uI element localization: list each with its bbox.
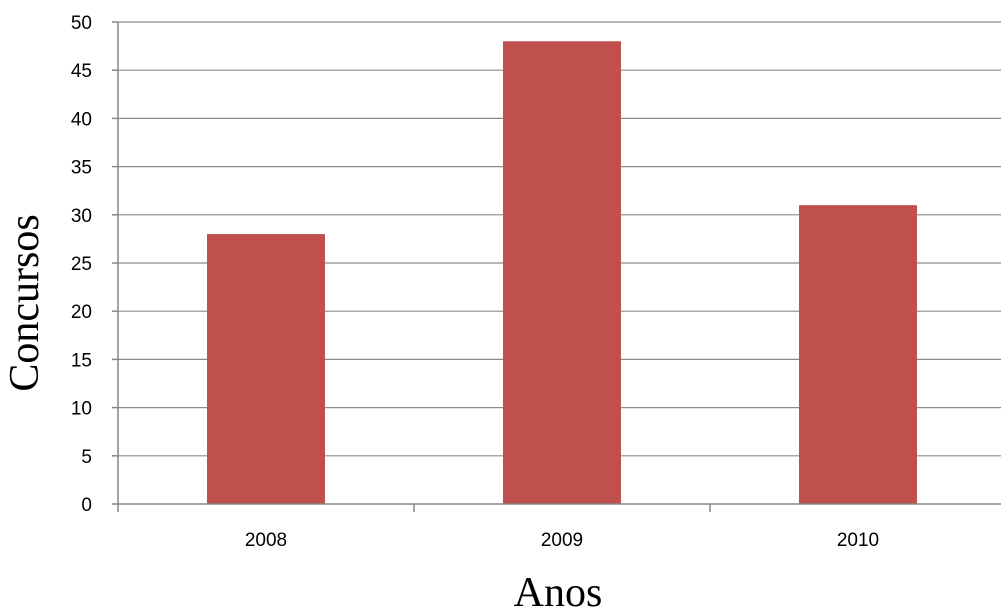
y-tick-label: 15	[71, 350, 92, 371]
y-axis-title: Concursos	[2, 214, 48, 391]
y-tick-label: 5	[81, 447, 92, 468]
y-tick-label: 25	[71, 254, 92, 275]
y-tick-labels: 0 5 10 15 20 25 30 35 40 45 50	[71, 13, 92, 516]
x-tick-label: 2009	[541, 530, 583, 551]
bar-2009	[503, 41, 621, 504]
bar-2010	[799, 205, 917, 504]
y-tick-label: 45	[71, 61, 92, 82]
y-tick-label: 20	[71, 302, 92, 323]
x-tick-labels: 2008 2009 2010	[245, 530, 879, 551]
y-tick-label: 0	[81, 495, 92, 516]
y-tick-label: 40	[71, 109, 92, 130]
x-axis-title: Anos	[514, 570, 603, 611]
y-tick-label: 30	[71, 206, 92, 227]
y-tick-label: 10	[71, 399, 92, 420]
y-tick-label: 35	[71, 158, 92, 179]
y-tick-label: 50	[71, 13, 92, 34]
x-tick-label: 2008	[245, 530, 287, 551]
bar-2008	[207, 234, 325, 504]
axes	[112, 21, 1001, 512]
x-tick-label: 2010	[837, 530, 879, 551]
bars	[207, 41, 917, 504]
